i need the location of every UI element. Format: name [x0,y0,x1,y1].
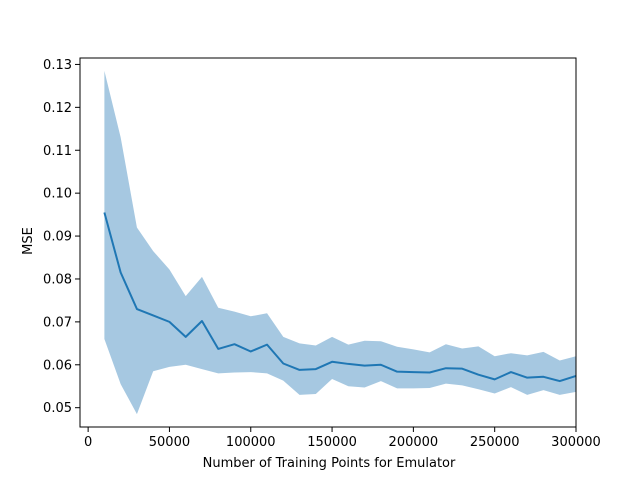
y-axis-label: MSE [21,227,36,255]
plot-frame [79,57,577,428]
y-tick-label: 0.07 [43,315,72,330]
x-tick-label: 100000 [226,435,276,450]
y-tick-label: 0.09 [43,230,72,245]
confidence-band [104,70,576,415]
x-tick-label: 250000 [470,435,520,450]
y-tick-label: 0.10 [43,187,72,202]
x-tick-label: 200000 [389,435,439,450]
y-tick-label: 0.12 [43,101,72,116]
y-tick-label: 0.08 [43,272,72,287]
mean-line [103,212,577,383]
x-tick-label: 50000 [149,435,190,450]
y-tick-label: 0.11 [43,144,72,159]
x-tick-label: 300000 [551,435,601,450]
y-tick-label: 0.06 [43,358,72,373]
x-tick-label: 0 [84,435,92,450]
y-tick-label: 0.13 [43,58,72,73]
x-tick-label: 150000 [307,435,357,450]
x-axis-label: Number of Training Points for Emulator [203,456,456,471]
y-tick-label: 0.05 [43,401,72,416]
